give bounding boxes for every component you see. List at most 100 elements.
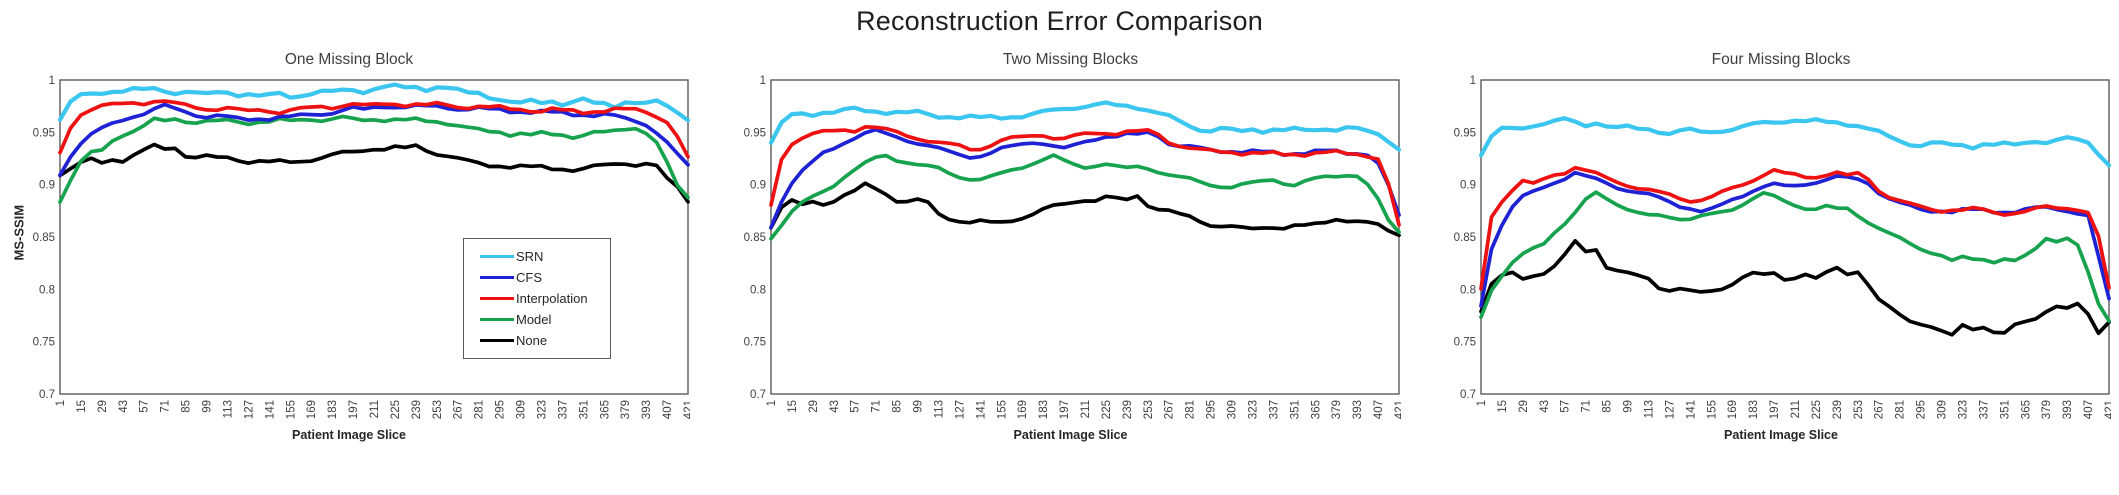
subplot-title: Two Missing Blocks [1002,51,1139,68]
legend-label: Interpolation [516,291,588,306]
line-chart-two-missing-blocks: 10.950.90.850.80.750.71 15 29 43 57 71 85 99 113… [743,75,1401,419]
svg-text:239: 239 [1832,400,1844,419]
svg-text:0.7: 0.7 [1460,389,1476,401]
svg-text:365: 365 [2020,400,2032,419]
svg-text:197: 197 [348,400,360,419]
svg-text:127: 127 [954,400,966,419]
svg-text:29: 29 [97,400,109,413]
svg-text:0.7: 0.7 [750,389,766,401]
svg-text:99: 99 [202,400,214,413]
svg-text:239: 239 [411,400,423,419]
svg-text:281: 281 [474,400,486,419]
svg-text:1: 1 [759,75,765,87]
svg-text:197: 197 [1059,400,1071,419]
x-axis-title: Patient Image Slice [292,428,406,442]
svg-text:183: 183 [327,400,339,419]
charts-row: One Missing Block MS-SSIM 1 0.95 0.9 0.85 0.… [8,51,2111,442]
svg-text:267: 267 [1163,400,1175,419]
svg-text:253: 253 [1853,400,1865,419]
svg-text:211: 211 [1790,400,1802,418]
svg-text:1: 1 [49,75,55,87]
legend-label: None [516,333,548,348]
svg-text:379: 379 [620,400,632,419]
svg-text:365: 365 [599,400,611,419]
svg-text:421: 421 [2104,400,2111,419]
svg-text:421: 421 [1394,400,1401,419]
svg-text:323: 323 [536,400,548,419]
svg-text:337: 337 [557,400,569,419]
panel-one-missing-block: One Missing Block MS-SSIM 1 0.95 0.9 0.85 0.… [8,51,690,442]
subplot-title: One Missing Block [284,51,414,68]
svg-text:407: 407 [662,400,674,419]
svg-text:365: 365 [1310,400,1322,419]
svg-text:0.8: 0.8 [1460,284,1476,296]
legend-label: SRN [516,249,544,264]
svg-text:155: 155 [996,400,1008,419]
legend-item: None [480,330,602,351]
svg-text:337: 337 [1978,400,1990,419]
legend-line-swatch [480,296,514,301]
legend-label: CFS [516,270,542,285]
svg-text:393: 393 [641,400,653,419]
svg-text:57: 57 [849,400,861,413]
plot-area-3: 1 0.95 0.9 0.85 0.8 0.75 0.7 1 15 29 43 57 71 85 99 113… [1451,72,2111,426]
svg-text:127: 127 [243,400,255,419]
legend-item: Model [480,309,602,330]
svg-text:1: 1 [1476,400,1488,406]
x-axis-title: Patient Image Slice [1724,428,1838,442]
svg-text:0.75: 0.75 [1454,337,1476,349]
svg-text:225: 225 [1100,400,1112,419]
plot-area-2: 1 0.95 0.9 0.85 0.8 0.75 0.7 1 15 29 43 57 71 85 99 113… [741,72,1401,426]
svg-text:43: 43 [828,400,840,413]
svg-text:211: 211 [1080,400,1092,418]
svg-text:99: 99 [1623,400,1635,413]
svg-text:71: 71 [1581,400,1593,413]
svg-text:85: 85 [891,400,903,413]
svg-text:127: 127 [1664,400,1676,419]
svg-text:0.9: 0.9 [39,180,55,192]
svg-text:155: 155 [285,400,297,419]
svg-text:0.85: 0.85 [33,232,55,244]
line-chart-four-missing-blocks: 10.950.90.850.80.750.71 15 29 43 57 71 85 99 113… [1454,75,2111,419]
svg-text:309: 309 [1226,400,1238,419]
svg-text:0.85: 0.85 [743,232,765,244]
svg-text:393: 393 [2062,400,2074,419]
svg-text:43: 43 [118,400,130,413]
svg-text:0.95: 0.95 [33,127,55,139]
svg-text:141: 141 [264,400,276,419]
svg-text:295: 295 [495,400,507,419]
svg-text:0.7: 0.7 [39,389,55,401]
svg-text:141: 141 [975,400,987,419]
svg-text:183: 183 [1748,400,1760,419]
svg-text:71: 71 [870,400,882,413]
legend: SRN CFS Interpolation Model None [463,238,611,359]
svg-text:351: 351 [578,400,590,419]
svg-text:295: 295 [1916,400,1928,419]
svg-text:225: 225 [390,400,402,419]
svg-text:0.75: 0.75 [743,337,765,349]
svg-text:0.85: 0.85 [1454,232,1476,244]
svg-text:211: 211 [369,400,381,418]
legend-line-swatch [480,275,514,280]
svg-text:169: 169 [1727,400,1739,419]
svg-text:0.9: 0.9 [1460,180,1476,192]
svg-text:253: 253 [1142,400,1154,419]
svg-text:1: 1 [1470,75,1476,87]
svg-text:281: 281 [1184,400,1196,419]
svg-text:253: 253 [432,400,444,419]
svg-text:267: 267 [1874,400,1886,419]
legend-item: Interpolation [480,288,602,309]
subplot-title: Four Missing Blocks [1711,51,1851,68]
svg-text:239: 239 [1121,400,1133,419]
svg-text:351: 351 [1289,400,1301,419]
svg-text:57: 57 [139,400,151,413]
svg-text:421: 421 [683,400,690,419]
svg-text:323: 323 [1957,400,1969,419]
svg-text:225: 225 [1811,400,1823,419]
svg-text:155: 155 [1706,400,1718,419]
svg-text:337: 337 [1268,400,1280,419]
legend-item: SRN [480,246,602,267]
svg-text:0.75: 0.75 [33,337,55,349]
svg-text:169: 169 [1017,400,1029,419]
legend-label: Model [516,312,552,327]
